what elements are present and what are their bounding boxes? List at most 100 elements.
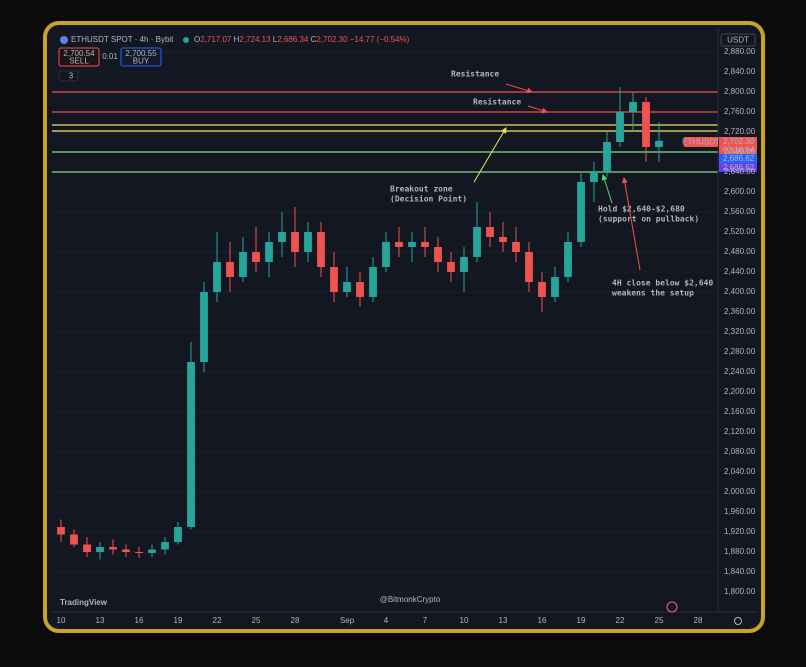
x-tick-label: 13 xyxy=(499,616,508,625)
x-tick-label: Sep xyxy=(340,616,355,625)
candle-body xyxy=(525,252,533,282)
sell-box[interactable] xyxy=(58,47,100,67)
x-tick-label: 10 xyxy=(57,616,66,625)
candle-body xyxy=(655,140,663,147)
y-tick-label: 1,800.00 xyxy=(724,587,756,596)
candle-body xyxy=(356,282,364,297)
sell-price[interactable]: 2,700.54 xyxy=(63,49,95,58)
candle-body xyxy=(343,282,351,292)
candle-body xyxy=(122,549,130,552)
candle-body xyxy=(96,547,104,552)
x-tick-label: 10 xyxy=(460,616,469,625)
y-tick-label: 1,920.00 xyxy=(724,527,756,536)
y-tick-label: 2,400.00 xyxy=(724,287,756,296)
symbol: ETHUSDT SPOT · 4h · Bybit xyxy=(71,35,174,44)
tag-b-bg xyxy=(719,163,757,172)
ohlc-label: O xyxy=(194,35,200,44)
ohlc-value: 2,702.30 xyxy=(316,35,348,44)
annotation: Breakout zone xyxy=(390,185,453,194)
candle-body xyxy=(460,257,468,272)
annotation: Hold $2,640-$2,680 xyxy=(598,205,685,214)
buy-label[interactable]: BUY xyxy=(133,57,150,66)
x-tick-label: 16 xyxy=(135,616,144,625)
currency-select[interactable] xyxy=(720,33,756,47)
candle-body xyxy=(317,232,325,267)
candle-body xyxy=(330,267,338,292)
candle-body xyxy=(369,267,377,297)
y-tick-label: 2,080.00 xyxy=(724,447,756,456)
y-tick-label: 2,640.00 xyxy=(724,167,756,176)
candle-body xyxy=(395,242,403,247)
y-tick-label: 2,000.00 xyxy=(724,487,756,496)
candles xyxy=(57,87,663,560)
ohlc-change: −14.77 (−0.54%) xyxy=(350,35,410,44)
y-tick-label: 2,560.00 xyxy=(724,207,756,216)
y-tick-label: 2,800.00 xyxy=(724,87,756,96)
annotation: (Decision Point) xyxy=(390,194,467,204)
candle-body xyxy=(642,102,650,147)
sell-label[interactable]: SELL xyxy=(69,57,89,66)
candle-body xyxy=(135,552,143,553)
status-dot xyxy=(183,37,189,43)
x-tick-label: 19 xyxy=(577,616,586,625)
indicator-count[interactable]: 3 xyxy=(69,72,74,81)
ohlc-label: H xyxy=(234,35,240,44)
buy-box[interactable] xyxy=(120,47,162,67)
candle-body xyxy=(265,242,273,262)
x-tick-label: 25 xyxy=(655,616,664,625)
candle-body xyxy=(577,182,585,242)
sell-button[interactable]: 2,700.54 SELL xyxy=(58,47,100,67)
y-tick-label: 2,600.00 xyxy=(724,187,756,196)
currency[interactable]: USDT xyxy=(727,36,749,45)
y-tick-label: 2,280.00 xyxy=(724,347,756,356)
candle-body xyxy=(187,362,195,527)
candle-body xyxy=(304,232,312,252)
candle-body xyxy=(278,232,286,242)
spread: 0.01 xyxy=(102,52,118,61)
ohlc-value: 2,724.13 xyxy=(239,35,271,44)
y-tick-label: 2,720.00 xyxy=(724,127,756,136)
y-tick-label: 1,840.00 xyxy=(724,567,756,576)
candle-body xyxy=(408,242,416,247)
y-tick-label: 2,040.00 xyxy=(724,467,756,476)
annotation: Resistance xyxy=(473,97,521,107)
countdown: 02:18:54 xyxy=(723,146,755,155)
y-tick-label: 2,160.00 xyxy=(724,407,756,416)
buy-price[interactable]: 2,700.55 xyxy=(125,49,157,58)
ohlc-value: 2,686.34 xyxy=(277,35,309,44)
arrow xyxy=(601,174,613,204)
x-tick-label: 22 xyxy=(616,616,625,625)
y-tick-label: 2,440.00 xyxy=(724,267,756,276)
candle-body xyxy=(83,544,91,552)
tag-b: 2,686.62 xyxy=(723,163,755,172)
y-tick-label: 2,120.00 xyxy=(724,427,756,436)
indicator-toggle[interactable] xyxy=(58,70,79,82)
candle-body xyxy=(473,227,481,257)
x-tick-label: 25 xyxy=(252,616,261,625)
ohlc-value: 2,717.07 xyxy=(200,35,232,44)
arrow xyxy=(473,127,507,183)
x-tick-label: 28 xyxy=(694,616,703,625)
ohlc-label: L xyxy=(273,35,278,44)
candle-body xyxy=(499,237,507,242)
y-tick-label: 1,880.00 xyxy=(724,547,756,556)
candle-body xyxy=(252,252,260,262)
x-tick-label: 7 xyxy=(423,616,428,625)
x-tick-label: 22 xyxy=(213,616,222,625)
y-tick-label: 2,360.00 xyxy=(724,307,756,316)
candle-body xyxy=(213,262,221,292)
logo: TradingView xyxy=(60,598,108,607)
candle-body xyxy=(629,102,637,112)
tag-a: 2,686.62 xyxy=(723,154,755,163)
settings-icon[interactable] xyxy=(734,617,742,625)
x-tick-label: 19 xyxy=(174,616,183,625)
replay-icon[interactable] xyxy=(666,601,678,613)
last-price-bg xyxy=(719,137,757,155)
y-tick-label: 2,760.00 xyxy=(724,107,756,116)
y-tick-label: 2,840.00 xyxy=(724,67,756,76)
frame xyxy=(43,21,765,633)
candle-body xyxy=(421,242,429,247)
y-tick-label: 2,680.00 xyxy=(724,147,756,156)
buy-button[interactable]: 2,700.55 BUY xyxy=(120,47,162,67)
